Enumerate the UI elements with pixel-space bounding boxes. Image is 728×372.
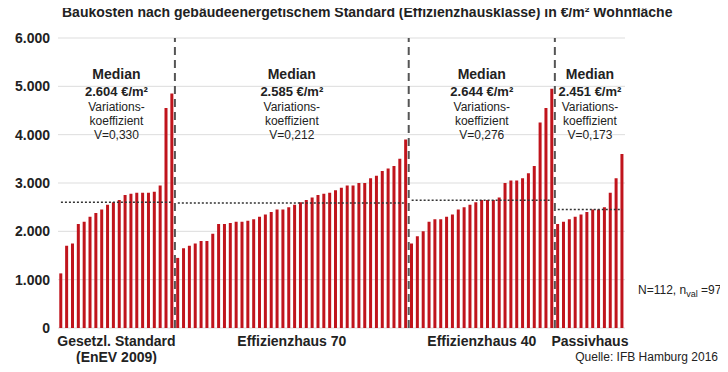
svg-text:3.000: 3.000 <box>15 175 50 191</box>
html-text:koeffizient: koeffizient <box>89 114 144 128</box>
svg-text:6.000: 6.000 <box>15 30 50 46</box>
html-text:Median: Median <box>267 66 316 82</box>
html-text:2.451 €/m²: 2.451 €/m² <box>558 84 622 99</box>
svg-text:4.000: 4.000 <box>15 127 50 143</box>
html-text:Quelle: IFB Hamburg 2016: Quelle: IFB Hamburg 2016 <box>575 350 718 364</box>
svg-text:2.000: 2.000 <box>15 223 50 239</box>
html-text:Median: Median <box>457 66 506 82</box>
html-text:2.604 €/m²: 2.604 €/m² <box>85 84 148 99</box>
svg-text:1.000: 1.000 <box>15 272 50 288</box>
html-text:Variations-: Variations- <box>453 100 510 114</box>
html-text:Variations-: Variations- <box>561 100 619 114</box>
html-text:V=0,212: V=0,212 <box>269 128 315 142</box>
html-text:Passivhaus: Passivhaus <box>551 333 629 349</box>
html-text:Variations-: Variations- <box>88 100 145 114</box>
html-text:2.644 €/m²: 2.644 €/m² <box>450 84 514 99</box>
svg-text:0: 0 <box>42 320 50 336</box>
html-text:V=0,276: V=0,276 <box>459 128 505 142</box>
html-text:Effizienzhaus 70: Effizienzhaus 70 <box>237 333 347 349</box>
html-text:koeffizient: koeffizient <box>454 114 509 128</box>
svg-text:5.000: 5.000 <box>15 78 50 94</box>
html-text:Variations-: Variations- <box>263 100 320 114</box>
html-text:Effizienzhaus 40: Effizienzhaus 40 <box>427 333 537 349</box>
html-text:Median: Median <box>92 66 141 82</box>
html-text:V=0,330: V=0,330 <box>93 128 139 142</box>
html-text:N=112, nval=97: N=112, nval=97 <box>638 283 722 300</box>
html-text:V=0,173: V=0,173 <box>567 128 613 142</box>
html-text:(EnEV 2009): (EnEV 2009) <box>76 349 157 365</box>
html-text:koeffizient: koeffizient <box>264 114 319 128</box>
html-text:Median: Median <box>565 66 614 82</box>
html-text:2.585 €/m²: 2.585 €/m² <box>260 84 324 99</box>
html-text:koeffizient: koeffizient <box>563 114 617 128</box>
html-text:Baukosten nach gebäudeenergeti: Baukosten nach gebäudeenergetischem Stan… <box>62 4 673 20</box>
html-text:Gesetzl. Standard: Gesetzl. Standard <box>57 333 176 349</box>
